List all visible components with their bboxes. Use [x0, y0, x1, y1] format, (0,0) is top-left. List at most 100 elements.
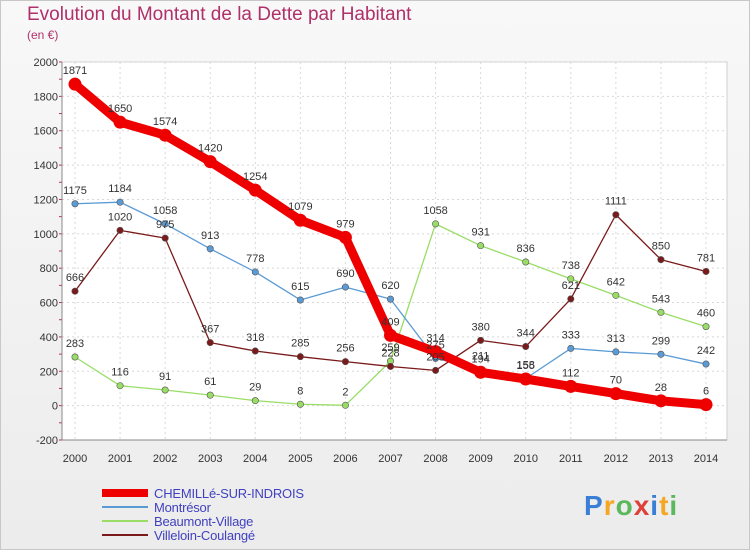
data-label: 318 — [246, 332, 264, 344]
data-point — [519, 372, 533, 386]
data-point — [116, 382, 124, 390]
logo-letter: r — [603, 490, 616, 521]
data-label: 283 — [66, 338, 84, 350]
logo-letter: o — [615, 490, 634, 521]
data-label: 1111 — [605, 196, 627, 208]
legend-swatch — [102, 506, 148, 508]
data-point — [116, 198, 124, 206]
data-point — [296, 296, 304, 304]
data-label: 333 — [562, 329, 580, 341]
data-label: 2 — [342, 386, 348, 398]
x-tick-label: 2010 — [513, 453, 537, 465]
data-label: 275 — [426, 339, 444, 351]
data-label: 543 — [652, 293, 670, 305]
data-label: 256 — [336, 343, 354, 355]
data-point — [116, 226, 124, 234]
x-tick-label: 2004 — [243, 453, 267, 465]
data-label: 205 — [426, 351, 444, 363]
data-point — [612, 291, 620, 299]
data-label: 781 — [697, 252, 715, 264]
data-point — [657, 308, 665, 316]
logo-letter: P — [584, 490, 604, 521]
y-tick-label: -200 — [36, 435, 58, 447]
legend-item-chemille: CHEMILLé-SUR-INDROIS — [102, 486, 304, 501]
proxiti-logo: Proxiti — [584, 490, 678, 522]
data-label: 979 — [336, 218, 354, 230]
data-label: 285 — [291, 338, 309, 350]
data-point — [567, 275, 575, 283]
legend-label: Montrésor — [154, 499, 211, 515]
data-label: 1020 — [108, 211, 132, 223]
data-label: 158 — [517, 359, 535, 371]
data-label: 228 — [381, 347, 399, 359]
chart-title: Evolution du Montant de la Dette par Hab… — [27, 4, 412, 25]
data-point — [71, 287, 79, 295]
data-point — [699, 398, 713, 412]
data-label: 1254 — [243, 171, 267, 183]
y-tick-label: 1800 — [34, 91, 58, 103]
y-tick-label: 0 — [52, 401, 58, 413]
legend-swatch — [102, 534, 148, 536]
data-point — [203, 155, 217, 169]
data-point — [206, 391, 214, 399]
data-label: 367 — [201, 324, 219, 336]
data-point — [432, 220, 440, 228]
x-tick-label: 2013 — [649, 453, 673, 465]
x-tick-label: 2000 — [63, 453, 87, 465]
data-label: 738 — [562, 260, 580, 272]
legend-swatch — [102, 489, 148, 497]
data-label: 615 — [291, 281, 309, 293]
logo-letter: t — [659, 490, 670, 521]
data-point — [477, 336, 485, 344]
data-point — [251, 347, 259, 355]
data-point — [71, 200, 79, 208]
data-label: 642 — [607, 276, 625, 288]
data-label: 1184 — [108, 183, 132, 195]
data-point — [612, 348, 620, 356]
x-tick-label: 2002 — [153, 453, 177, 465]
data-point — [474, 365, 488, 379]
data-point — [702, 360, 710, 368]
data-point — [477, 242, 485, 250]
data-point — [248, 183, 262, 197]
data-label: 666 — [66, 272, 84, 284]
data-label: 1058 — [153, 205, 177, 217]
data-point — [386, 295, 394, 303]
logo-letter: x — [633, 490, 651, 521]
data-label: 242 — [697, 345, 715, 357]
x-tick-label: 2009 — [468, 453, 492, 465]
data-label: 314 — [426, 333, 444, 345]
data-label: 6 — [703, 386, 709, 398]
data-point — [567, 344, 575, 352]
data-point — [161, 386, 169, 394]
x-tick-label: 2008 — [423, 453, 447, 465]
data-point — [158, 128, 172, 142]
data-point — [251, 268, 259, 276]
data-label: 850 — [652, 241, 670, 253]
legend-label: Beaumont-Village — [154, 513, 254, 529]
chart-subtitle: (en €) — [27, 28, 59, 42]
data-point — [161, 234, 169, 242]
data-point — [384, 328, 397, 342]
y-tick-label: 1400 — [34, 160, 58, 172]
data-label: 778 — [246, 253, 264, 265]
data-label: 1058 — [423, 205, 447, 217]
data-point — [113, 115, 127, 129]
data-label: 409 — [381, 316, 399, 328]
data-point — [522, 343, 530, 351]
legend-item-beaumont: Beaumont-Village — [102, 513, 304, 529]
data-label: 1079 — [288, 201, 312, 213]
x-tick-label: 2001 — [108, 453, 132, 465]
data-point — [567, 295, 575, 303]
y-tick-label: 1200 — [34, 194, 58, 206]
legend-item-montresor: Montrésor — [102, 499, 304, 515]
data-label: 70 — [610, 375, 622, 387]
data-point — [657, 350, 665, 358]
data-point — [68, 77, 82, 91]
data-point — [612, 211, 620, 219]
data-point — [71, 353, 79, 361]
data-point — [341, 358, 349, 366]
data-point — [296, 353, 304, 361]
data-label: 380 — [471, 321, 489, 333]
data-label: 313 — [607, 333, 625, 345]
